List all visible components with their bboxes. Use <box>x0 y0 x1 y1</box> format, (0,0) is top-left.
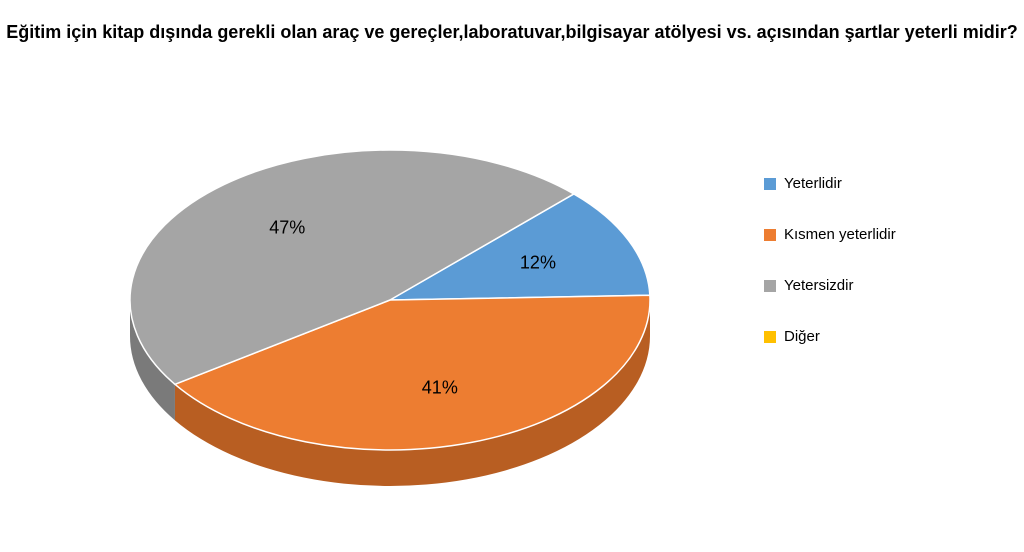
slice-label: 12% <box>520 253 556 274</box>
pie-chart: 12% 41% 47% <box>110 110 670 530</box>
legend-label: Diğer <box>784 328 820 345</box>
legend: Yeterlidir Kısmen yeterlidir Yetersizdir Di… <box>764 175 964 379</box>
pie-chart-svg <box>110 110 670 530</box>
legend-item: Kısmen yeterlidir <box>764 226 964 243</box>
legend-item: Yeterlidir <box>764 175 964 192</box>
legend-swatch <box>764 229 776 241</box>
chart-title: Eğitim için kitap dışında gerekli olan a… <box>0 20 1024 44</box>
slice-label: 41% <box>422 378 458 399</box>
legend-swatch <box>764 331 776 343</box>
chart-container: Eğitim için kitap dışında gerekli olan a… <box>0 0 1024 552</box>
legend-label: Yeterlidir <box>784 175 842 192</box>
legend-item: Yetersizdir <box>764 277 964 294</box>
legend-swatch <box>764 178 776 190</box>
legend-label: Yetersizdir <box>784 277 853 294</box>
slice-label: 47% <box>269 218 305 239</box>
legend-item: Diğer <box>764 328 964 345</box>
legend-label: Kısmen yeterlidir <box>784 226 896 243</box>
legend-swatch <box>764 280 776 292</box>
